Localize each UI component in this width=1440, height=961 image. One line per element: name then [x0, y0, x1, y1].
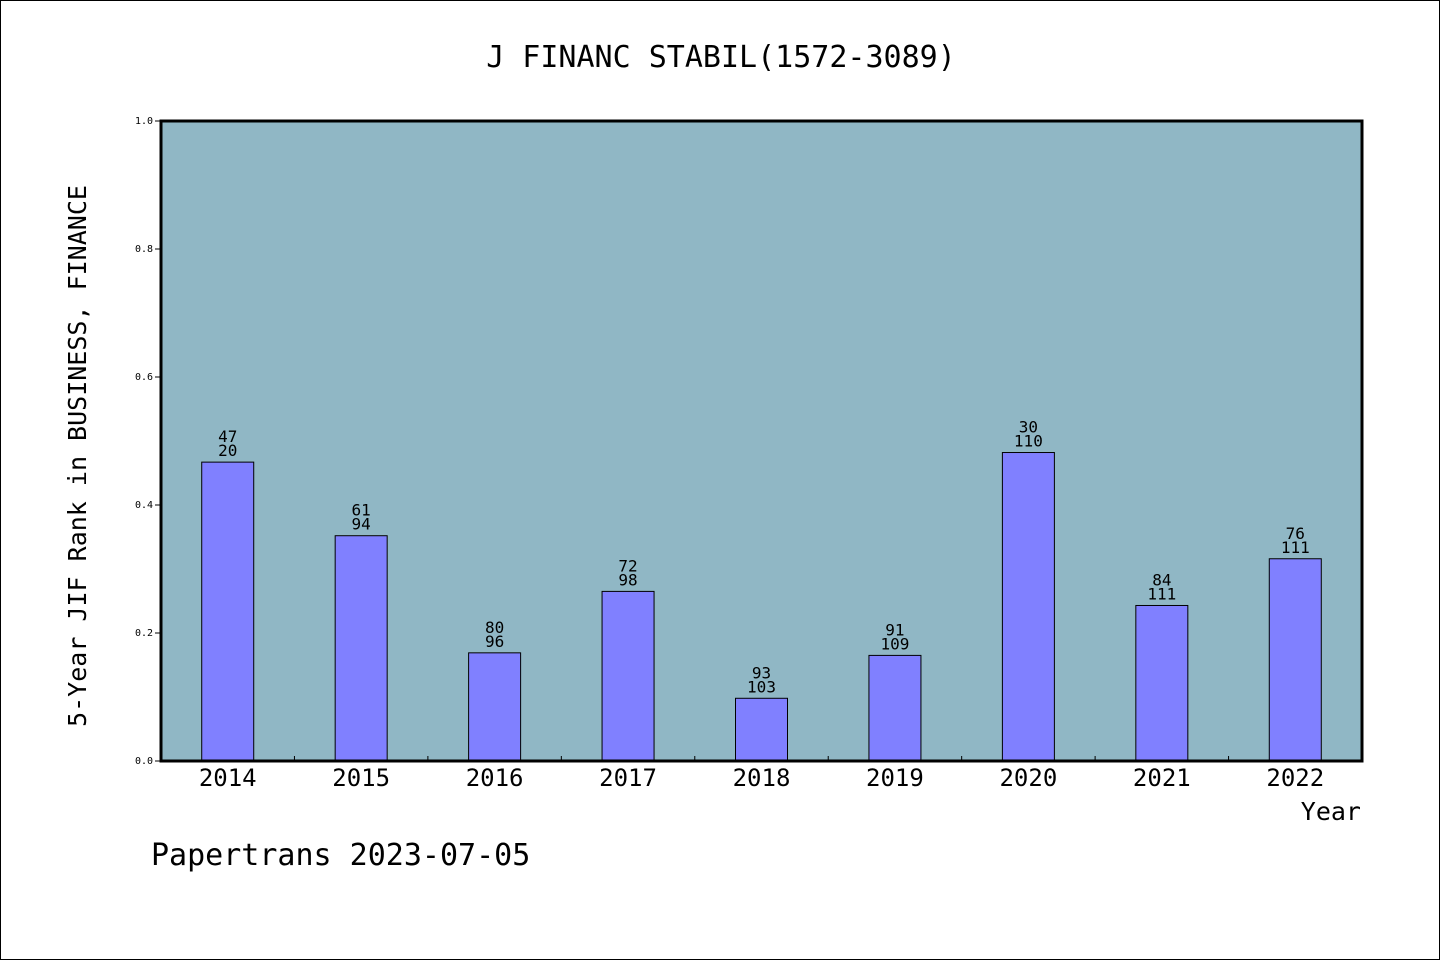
bar-total-label-2021: 111 [1147, 584, 1176, 603]
bar-rank-label-2022: 76 [1286, 524, 1305, 543]
bar-2020 [1001, 452, 1055, 762]
bar-total-label-2014: 20 [218, 441, 237, 460]
bar-total-label-2022: 111 [1281, 538, 1310, 557]
bar-total-label-2018: 103 [747, 677, 776, 696]
x-axis-ticks: 2014 2015 2016 2017 2018 2019 2020 2021 2022 [199, 756, 1324, 792]
bar-2016 [468, 652, 522, 762]
x-axis-label: Year [1301, 797, 1361, 826]
bar-rank-label-2021: 84 [1152, 570, 1171, 589]
bar-rank-label-2018: 93 [752, 663, 771, 682]
bar-2015 [334, 535, 388, 762]
y-axis-ticks: 0.0 0.2 0.4 0.6 0.8 1.0 [135, 116, 161, 767]
bar-2014 [201, 461, 255, 762]
y-tick-label-0.4: 0.4 [135, 500, 153, 511]
bar-total-label-2017: 98 [618, 570, 637, 589]
x-tick-label-2020: 2020 [999, 764, 1057, 792]
bar-total-label-2020: 110 [1014, 432, 1043, 451]
x-tick-label-2018: 2018 [733, 764, 791, 792]
x-tick-label-2019: 2019 [866, 764, 924, 792]
x-tick-label-2015: 2015 [332, 764, 390, 792]
y-axis-label: 5-Year JIF Rank in BUSINESS, FINANCE [63, 185, 92, 727]
y-tick-label-0.8: 0.8 [135, 244, 153, 255]
bar-total-label-2019: 109 [880, 634, 909, 653]
bar-rank-label-2019: 91 [885, 620, 904, 639]
x-tick-label-2016: 2016 [466, 764, 524, 792]
bar-rank-label-2017: 72 [618, 556, 637, 575]
footer-credit: Papertrans 2023-07-05 [151, 838, 530, 873]
chart-title: J FINANC STABIL(1572-3089) [486, 40, 956, 75]
y-tick-label-1.0: 1.0 [135, 116, 153, 127]
plot-border [159, 119, 1364, 763]
bar-2019 [868, 654, 922, 762]
bars-layer [201, 452, 1322, 762]
y-tick-label-0.6: 0.6 [135, 372, 153, 383]
y-tick-label-0.2: 0.2 [135, 628, 153, 639]
y-tick-label-0.0: 0.0 [135, 756, 153, 767]
bar-rank-label-2020: 30 [1019, 418, 1038, 437]
bar-2022 [1268, 558, 1322, 762]
bar-rank-label-2014: 47 [218, 427, 237, 446]
bar-2017 [601, 590, 655, 762]
bar-total-label-2016: 96 [485, 632, 504, 651]
x-tick-label-2017: 2017 [599, 764, 657, 792]
x-tick-label-2021: 2021 [1133, 764, 1191, 792]
x-tick-label-2022: 2022 [1266, 764, 1324, 792]
bar-2021 [1135, 604, 1189, 762]
x-tick-label-2014: 2014 [199, 764, 257, 792]
bar-rank-label-2015: 61 [352, 501, 371, 520]
bar-2018 [735, 697, 788, 762]
bar-rank-label-2016: 80 [485, 618, 504, 637]
bar-labels-layer: 4720619480967298931039110930110841117611… [218, 418, 1310, 697]
bar-total-label-2015: 94 [352, 515, 371, 534]
